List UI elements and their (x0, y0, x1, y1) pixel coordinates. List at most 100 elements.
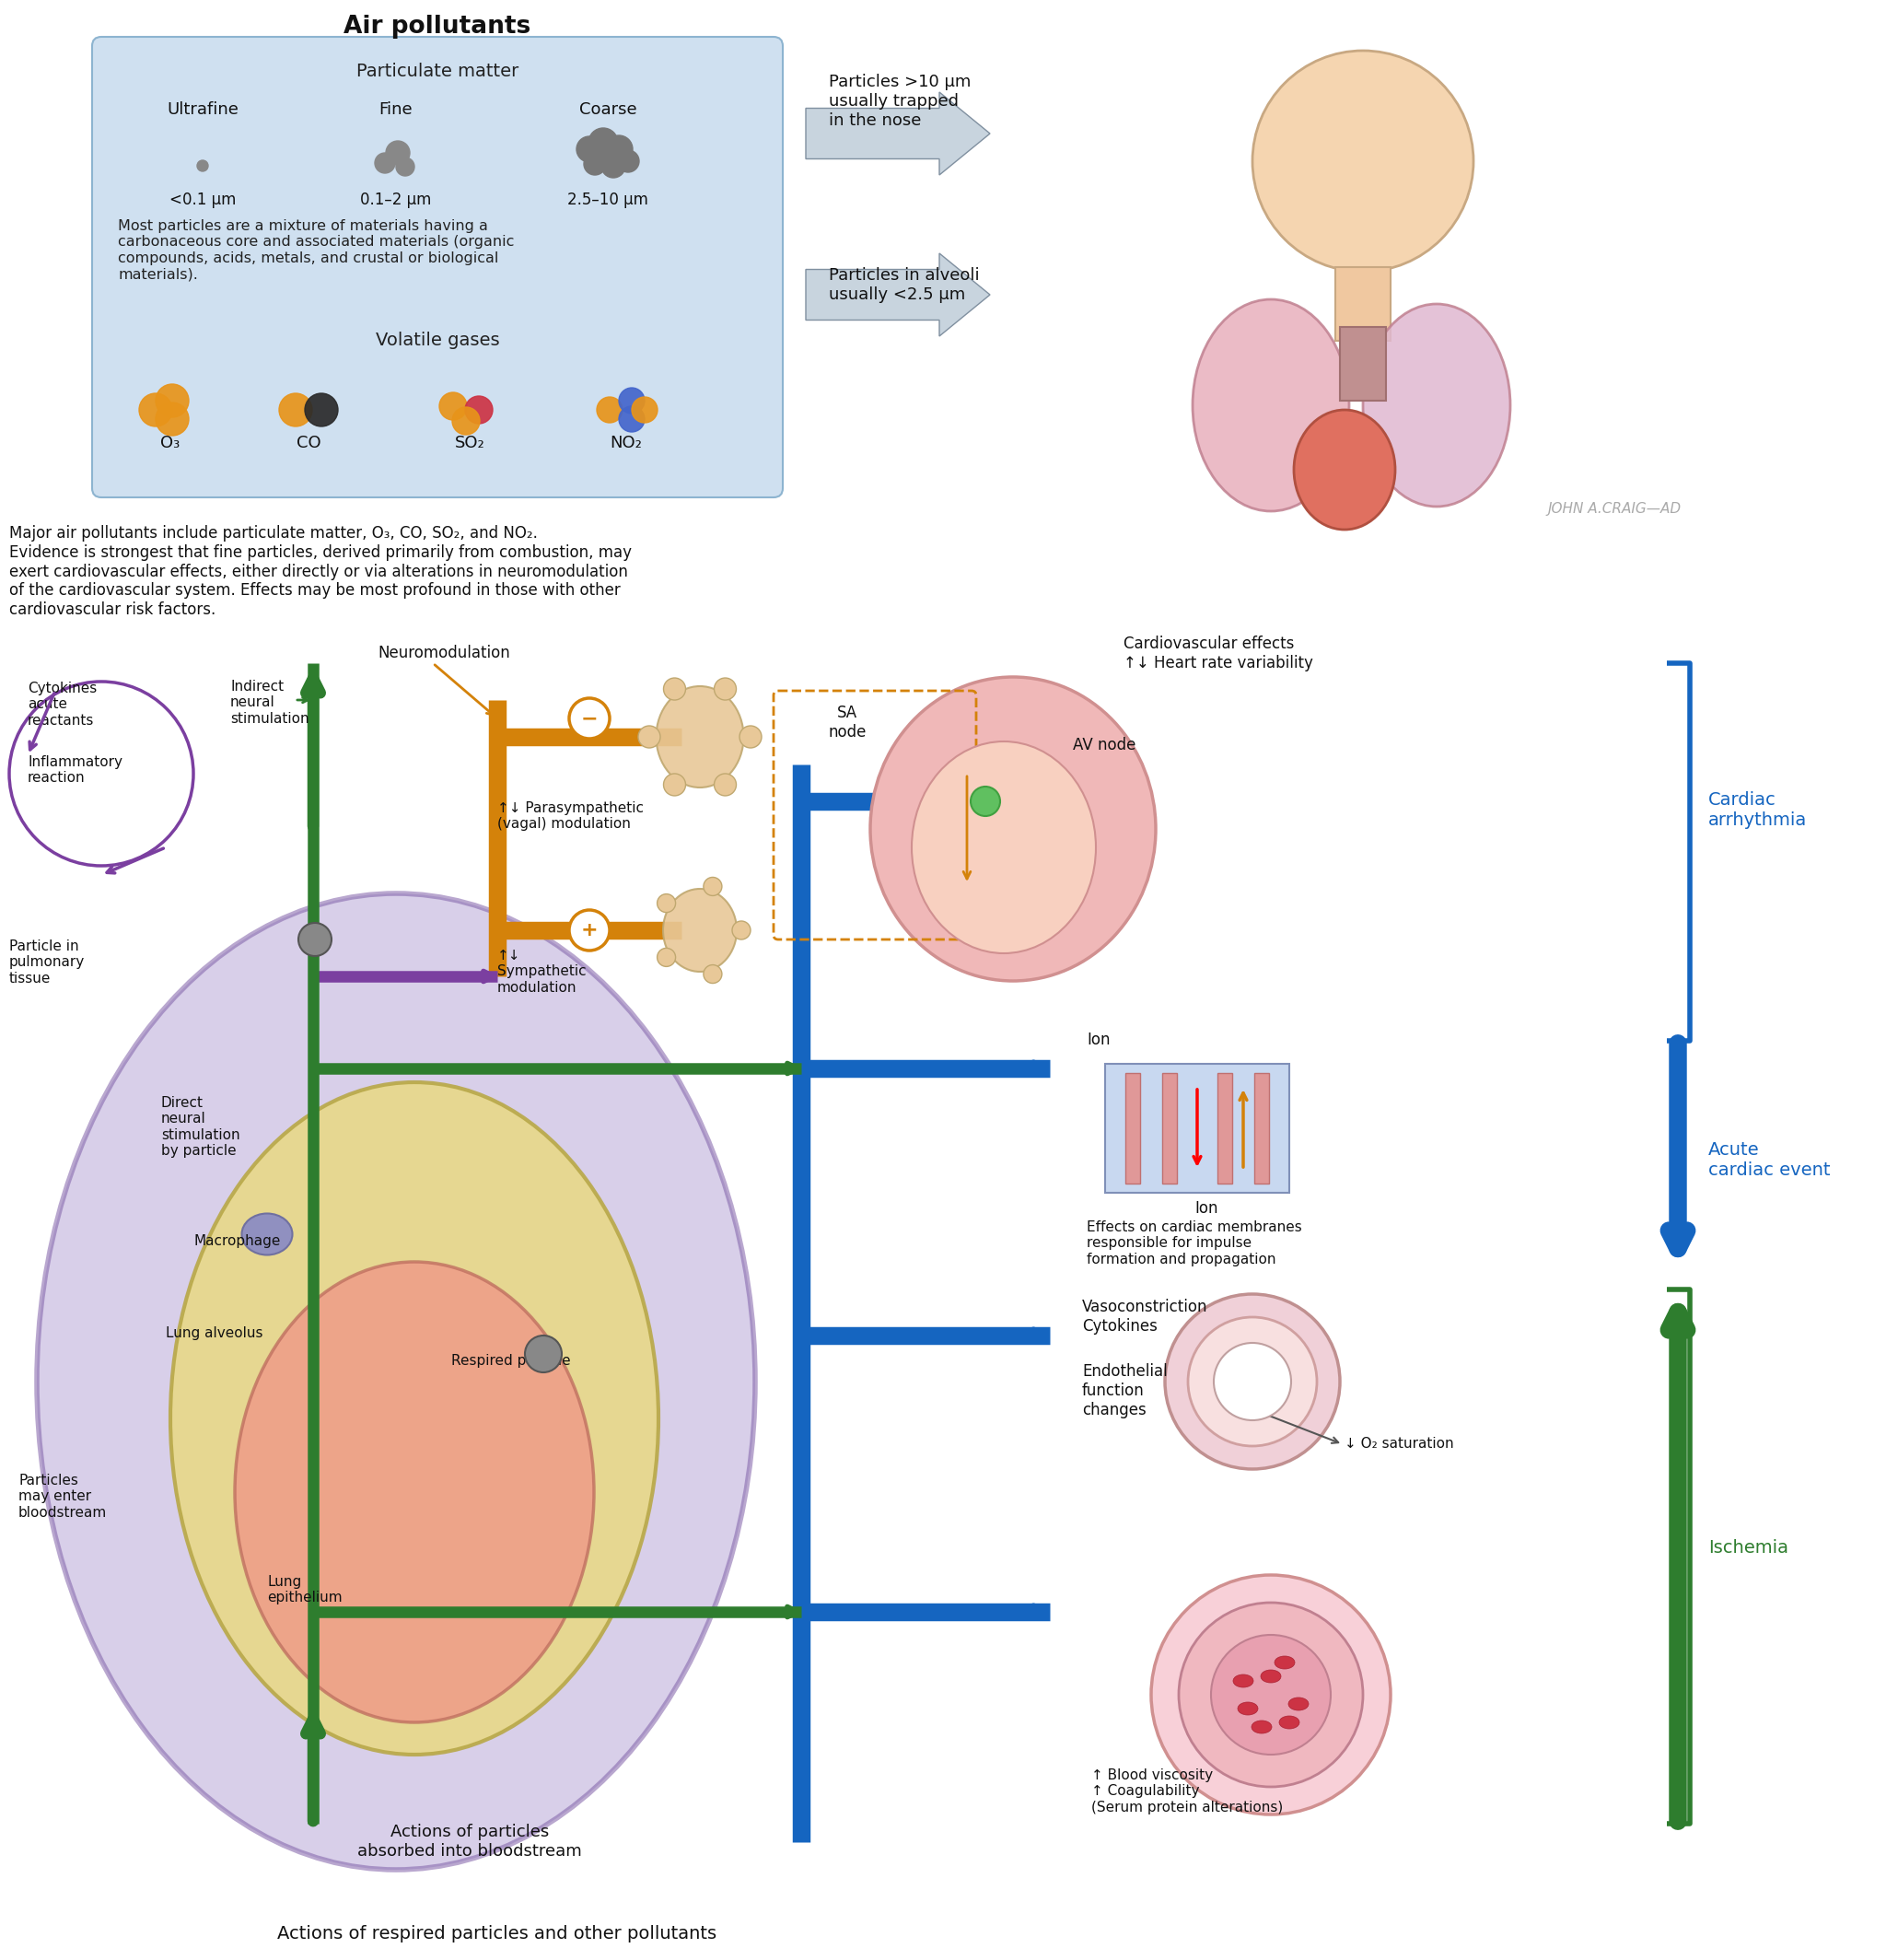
Circle shape (1213, 1343, 1291, 1421)
Circle shape (602, 153, 624, 178)
Ellipse shape (235, 1262, 594, 1723)
Circle shape (632, 398, 657, 423)
Circle shape (740, 725, 761, 749)
Text: Indirect
neural
stimulation: Indirect neural stimulation (230, 680, 309, 725)
Text: ↑ Blood viscosity
↑ Coagulability
(Serum protein alterations): ↑ Blood viscosity ↑ Coagulability (Serum… (1091, 1768, 1283, 1815)
FancyBboxPatch shape (93, 37, 782, 498)
Circle shape (397, 157, 414, 176)
Text: Endothelial
function
changes: Endothelial function changes (1082, 1362, 1167, 1417)
Text: SO₂: SO₂ (456, 435, 484, 451)
Text: Lung
epithelium: Lung epithelium (268, 1576, 342, 1605)
Text: SA
node: SA node (828, 704, 865, 741)
FancyArrow shape (807, 92, 991, 174)
Text: <0.1 μm: <0.1 μm (169, 192, 235, 208)
Text: Inflammatory
reaction: Inflammatory reaction (28, 755, 123, 786)
Ellipse shape (1192, 300, 1349, 512)
Circle shape (585, 153, 605, 174)
Circle shape (1152, 1576, 1391, 1815)
Text: NO₂: NO₂ (609, 435, 642, 451)
Circle shape (197, 161, 209, 171)
Bar (1217, 1072, 1232, 1184)
Text: Fine: Fine (380, 102, 414, 118)
Text: 2.5–10 μm: 2.5–10 μm (568, 192, 649, 208)
Ellipse shape (1289, 1697, 1308, 1711)
Circle shape (619, 406, 645, 431)
Text: Neuromodulation: Neuromodulation (378, 645, 511, 661)
Text: Actions of respired particles and other pollutants: Actions of respired particles and other … (277, 1925, 717, 1942)
Text: Ion: Ion (1194, 1200, 1219, 1217)
Text: Macrophage: Macrophage (194, 1235, 281, 1249)
Circle shape (526, 1335, 562, 1372)
Text: Major air pollutants include particulate matter, O₃, CO, SO₂, and NO₂.
Evidence : Major air pollutants include particulate… (9, 525, 632, 617)
Circle shape (1165, 1294, 1340, 1470)
Text: 0.1–2 μm: 0.1–2 μm (361, 192, 431, 208)
Circle shape (374, 153, 395, 172)
Circle shape (588, 127, 619, 157)
Circle shape (664, 678, 685, 700)
Text: Effects on cardiac membranes
responsible for impulse
formation and propagation: Effects on cardiac membranes responsible… (1088, 1221, 1302, 1266)
Text: Coarse: Coarse (579, 102, 636, 118)
Text: Cardiovascular effects
↑↓ Heart rate variability: Cardiovascular effects ↑↓ Heart rate var… (1124, 635, 1313, 670)
Text: −: − (581, 710, 598, 727)
Circle shape (452, 408, 480, 435)
Text: Acute
cardiac event: Acute cardiac event (1708, 1141, 1830, 1180)
Circle shape (714, 774, 736, 796)
Circle shape (733, 921, 750, 939)
Text: O₃: O₃ (161, 435, 180, 451)
Ellipse shape (1237, 1701, 1258, 1715)
Text: Particles >10 μm
usually trapped
in the nose: Particles >10 μm usually trapped in the … (829, 74, 972, 129)
Circle shape (1179, 1603, 1363, 1788)
FancyArrow shape (807, 253, 991, 337)
Text: Particles in alveoli
usually <2.5 μm: Particles in alveoli usually <2.5 μm (829, 267, 979, 304)
Ellipse shape (1251, 1721, 1272, 1733)
Circle shape (1188, 1317, 1317, 1446)
Ellipse shape (1294, 410, 1395, 529)
Text: Particulate matter: Particulate matter (357, 63, 518, 80)
Bar (1336, 267, 1391, 341)
Circle shape (714, 678, 736, 700)
Ellipse shape (171, 1082, 659, 1754)
Text: Direct
neural
stimulation
by particle: Direct neural stimulation by particle (161, 1096, 239, 1158)
Bar (1126, 1072, 1141, 1184)
Circle shape (605, 135, 632, 163)
Text: JOHN A.CRAIG—AD: JOHN A.CRAIG—AD (1547, 502, 1682, 515)
Circle shape (638, 725, 661, 749)
Ellipse shape (1275, 1656, 1294, 1670)
Circle shape (657, 894, 676, 913)
Circle shape (657, 949, 676, 966)
Text: Cardiac
arrhythmia: Cardiac arrhythmia (1708, 792, 1807, 829)
Circle shape (704, 878, 721, 896)
Ellipse shape (911, 741, 1095, 953)
Circle shape (619, 388, 645, 414)
Text: Particles
may enter
bloodstream: Particles may enter bloodstream (19, 1474, 106, 1519)
Circle shape (156, 402, 188, 435)
Circle shape (139, 394, 173, 427)
Text: AV node: AV node (1072, 737, 1135, 753)
Text: Particle in
pulmonary
tissue: Particle in pulmonary tissue (9, 939, 85, 986)
Text: ↓ O₂ saturation: ↓ O₂ saturation (1344, 1437, 1454, 1450)
Circle shape (569, 698, 609, 739)
Circle shape (664, 774, 685, 796)
Circle shape (306, 394, 338, 427)
Bar (1105, 1064, 1289, 1194)
Text: ↑↓
Sympathetic
modulation: ↑↓ Sympathetic modulation (497, 949, 586, 994)
Text: Volatile gases: Volatile gases (376, 331, 499, 349)
Circle shape (596, 398, 623, 423)
Ellipse shape (241, 1213, 292, 1254)
Text: Cytokines
acute
reactants: Cytokines acute reactants (28, 682, 97, 727)
Text: Vasoconstriction
Cytokines: Vasoconstriction Cytokines (1082, 1299, 1207, 1335)
Circle shape (577, 137, 602, 163)
Ellipse shape (657, 686, 744, 788)
Circle shape (156, 384, 188, 417)
Circle shape (1253, 51, 1473, 272)
Bar (1340, 327, 1386, 400)
Text: +: + (581, 921, 598, 939)
Bar (1162, 1072, 1177, 1184)
Circle shape (279, 394, 311, 427)
Ellipse shape (1260, 1670, 1281, 1684)
Ellipse shape (1234, 1674, 1253, 1688)
Ellipse shape (871, 676, 1156, 980)
Text: Ion: Ion (1088, 1031, 1110, 1049)
Text: Ultrafine: Ultrafine (167, 102, 239, 118)
Circle shape (385, 141, 410, 165)
